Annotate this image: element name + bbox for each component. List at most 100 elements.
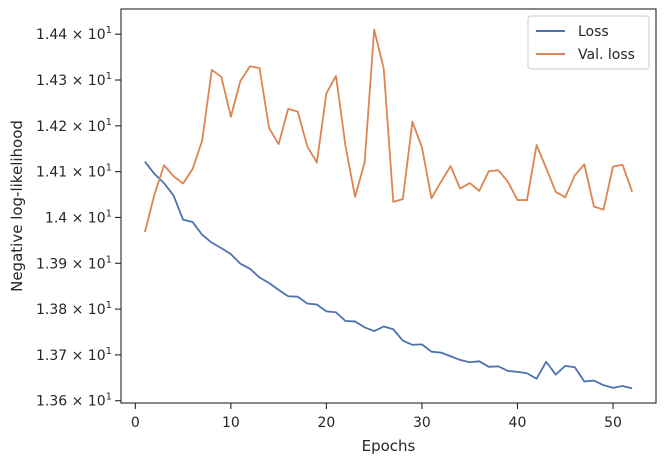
data-point-loss: [554, 373, 556, 375]
y-tick-label: 1.38 × 101: [36, 300, 112, 318]
data-point-val-loss: [440, 181, 442, 183]
data-point-loss: [574, 366, 576, 368]
data-point-loss: [277, 289, 279, 291]
x-axis-label: Epochs: [362, 437, 416, 455]
data-point-loss: [392, 328, 394, 330]
data-point-loss: [258, 276, 260, 278]
data-point-val-loss: [182, 182, 184, 184]
data-point-loss: [239, 263, 241, 265]
data-point-val-loss: [373, 28, 375, 30]
data-point-val-loss: [583, 163, 585, 165]
y-ticks: 1.36 × 101 1.37 × 101 1.38 × 101 1.39 × 101…: [36, 25, 121, 410]
data-point-loss: [211, 241, 213, 243]
data-point-loss: [602, 384, 604, 386]
data-point-val-loss: [411, 121, 413, 123]
data-point-val-loss: [277, 143, 279, 145]
data-point-val-loss: [297, 110, 299, 112]
data-point-loss: [593, 379, 595, 381]
y-tick-label: 1.37 × 101: [36, 346, 112, 364]
data-point-val-loss: [239, 80, 241, 82]
data-point-val-loss: [621, 164, 623, 166]
data-point-val-loss: [335, 75, 337, 77]
data-point-loss: [268, 282, 270, 284]
data-point-val-loss: [249, 65, 251, 67]
data-point-loss: [172, 194, 174, 196]
data-point-val-loss: [191, 168, 193, 170]
data-point-val-loss: [449, 165, 451, 167]
y-tick-label: 1.43 × 101: [36, 71, 112, 89]
data-point-val-loss: [392, 201, 394, 203]
data-point-val-loss: [516, 199, 518, 201]
data-point-loss: [478, 360, 480, 362]
data-point-loss: [411, 344, 413, 346]
series-line-val-loss: [144, 28, 633, 233]
data-point-val-loss: [172, 175, 174, 177]
data-point-loss: [449, 355, 451, 357]
data-point-val-loss: [153, 193, 155, 195]
y-tick-label: 1.42 × 101: [36, 117, 112, 135]
data-point-loss: [153, 173, 155, 175]
data-point-val-loss: [535, 144, 537, 146]
y-tick-label: 1.41 × 101: [36, 163, 112, 181]
data-point-loss: [535, 378, 537, 380]
data-point-loss: [297, 296, 299, 298]
data-point-loss: [507, 370, 509, 372]
data-point-loss: [621, 385, 623, 387]
y-tick-label: 1.36 × 101: [36, 392, 112, 410]
data-point-val-loss: [268, 127, 270, 129]
data-point-loss: [631, 387, 633, 389]
data-point-val-loss: [469, 182, 471, 184]
data-point-val-loss: [325, 92, 327, 94]
data-point-loss: [497, 365, 499, 367]
x-tick-label: 50: [604, 415, 622, 431]
plot-frame: [120, 8, 657, 404]
data-point-val-loss: [497, 169, 499, 171]
data-point-val-loss: [287, 108, 289, 110]
data-point-val-loss: [220, 76, 222, 78]
x-tick-label: 0: [131, 415, 140, 431]
legend-box: [527, 15, 650, 70]
data-point-loss: [421, 343, 423, 345]
y-axis-label: Negative log-likelihood: [8, 120, 26, 292]
data-point-loss: [383, 325, 385, 327]
y-tick-label: 1.44 × 101: [36, 25, 112, 43]
data-point-loss: [230, 253, 232, 255]
data-point-loss: [144, 160, 146, 162]
data-point-val-loss: [564, 196, 566, 198]
legend-label-val-loss: Val. loss: [578, 47, 635, 63]
y-tick-label: 1.39 × 101: [36, 254, 112, 272]
data-point-val-loss: [144, 231, 146, 233]
data-point-val-loss: [526, 199, 528, 201]
data-point-loss: [335, 311, 337, 313]
data-point-val-loss: [163, 164, 165, 166]
data-point-val-loss: [593, 205, 595, 207]
data-point-loss: [182, 219, 184, 221]
data-point-loss: [526, 372, 528, 374]
data-point-loss: [402, 339, 404, 341]
data-point-val-loss: [459, 187, 461, 189]
data-point-loss: [440, 351, 442, 353]
data-point-loss: [373, 330, 375, 332]
data-point-loss: [564, 365, 566, 367]
data-point-val-loss: [306, 145, 308, 147]
x-tick-label: 40: [509, 415, 527, 431]
data-point-loss: [316, 303, 318, 305]
legend: Loss Val. loss: [527, 15, 650, 70]
data-point-loss: [325, 310, 327, 312]
data-point-val-loss: [574, 174, 576, 176]
series-line-loss: [144, 161, 633, 390]
data-point-loss: [306, 302, 308, 304]
x-tick-label: 20: [317, 415, 335, 431]
data-point-val-loss: [363, 161, 365, 163]
data-point-loss: [545, 361, 547, 363]
data-point-val-loss: [402, 198, 404, 200]
y-tick-label: 1.4 × 101: [45, 208, 112, 226]
data-point-loss: [583, 380, 585, 382]
data-point-val-loss: [201, 139, 203, 141]
data-point-val-loss: [631, 191, 633, 193]
data-point-loss: [354, 320, 356, 322]
data-point-val-loss: [554, 191, 556, 193]
data-point-loss: [459, 359, 461, 361]
legend-label-loss: Loss: [578, 24, 609, 40]
data-point-loss: [249, 268, 251, 270]
